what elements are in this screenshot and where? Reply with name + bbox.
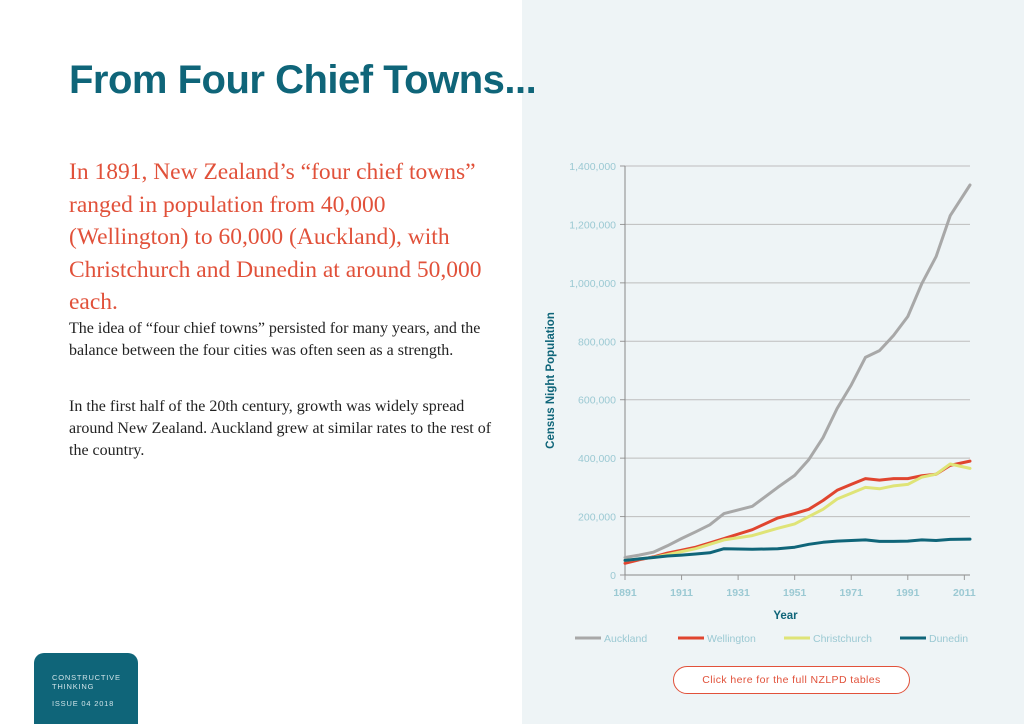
y-tick-label: 0	[610, 570, 616, 582]
x-tick-label: 1971	[840, 587, 864, 599]
y-tick-label: 600,000	[578, 395, 616, 407]
body-paragraph-1: The idea of “four chief towns” persisted…	[69, 320, 481, 359]
series-line-christchurch	[623, 462, 972, 562]
y-axis-title: Census Night Population	[545, 312, 557, 449]
legend-label-christchurch: Christchurch	[813, 633, 872, 645]
x-tick-label: 1991	[896, 587, 920, 599]
x-tick-label: 2011	[953, 587, 976, 599]
legend-label-auckland: Auckland	[604, 633, 647, 645]
x-tick-label: 1891	[613, 587, 637, 599]
series-line-dunedin	[623, 537, 972, 562]
nzlpd-tables-link-button[interactable]: Click here for the full NZLPD tables	[673, 666, 910, 694]
x-tick-label: 1931	[726, 587, 750, 599]
publication-name: CONSTRUCTIVE THINKING	[52, 673, 121, 691]
y-tick-label: 200,000	[578, 512, 616, 524]
y-tick-label: 1,200,000	[569, 219, 616, 231]
y-tick-label: 1,400,000	[569, 161, 616, 173]
x-axis-title: Year	[773, 610, 798, 622]
issue-badge: CONSTRUCTIVE THINKING ISSUE 04 2018	[34, 653, 138, 724]
right-panel	[522, 0, 1024, 724]
series-line-auckland	[623, 183, 972, 559]
legend-label-dunedin: Dunedin	[929, 633, 968, 645]
lead-paragraph: In 1891, New Zealand’s “four chief towns…	[69, 159, 482, 315]
y-tick-label: 800,000	[578, 336, 616, 348]
x-tick-label: 1951	[783, 587, 807, 599]
x-tick-label: 1911	[670, 587, 693, 599]
y-tick-label: 400,000	[578, 453, 616, 465]
population-line-chart: 0 200,000 400,000 600,000 800,000 1,000,000 1,…	[545, 161, 976, 645]
legend-label-wellington: Wellington	[707, 633, 756, 645]
y-tick-label: 1,000,000	[569, 278, 616, 290]
page-title: From Four Chief Towns...	[69, 58, 537, 102]
issue-label: ISSUE 04 2018	[52, 699, 115, 708]
body-paragraph-2: In the first half of the 20th century, g…	[69, 398, 492, 459]
